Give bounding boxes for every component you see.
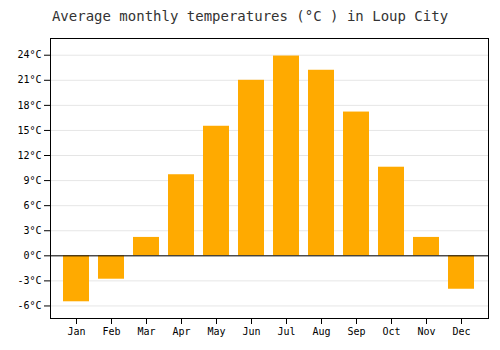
svg-text:May: May xyxy=(207,326,225,337)
svg-text:Jun: Jun xyxy=(242,326,260,337)
svg-text:Aug: Aug xyxy=(312,326,330,337)
svg-text:3°C: 3°C xyxy=(23,225,41,236)
svg-text:9°C: 9°C xyxy=(23,175,41,186)
svg-text:21°C: 21°C xyxy=(17,74,41,85)
svg-text:-6°C: -6°C xyxy=(17,300,41,311)
svg-text:Mar: Mar xyxy=(137,326,155,337)
svg-text:Oct: Oct xyxy=(382,326,400,337)
svg-text:Jan: Jan xyxy=(67,326,85,337)
svg-text:18°C: 18°C xyxy=(17,100,41,111)
svg-text:Apr: Apr xyxy=(172,326,190,337)
svg-text:6°C: 6°C xyxy=(23,200,41,211)
svg-text:Dec: Dec xyxy=(452,326,470,337)
svg-text:Jul: Jul xyxy=(277,326,295,337)
svg-text:-3°C: -3°C xyxy=(17,275,41,286)
svg-text:Feb: Feb xyxy=(102,326,120,337)
svg-text:15°C: 15°C xyxy=(17,125,41,136)
svg-text:Sep: Sep xyxy=(347,326,365,337)
svg-text:0°C: 0°C xyxy=(23,250,41,261)
svg-text:Nov: Nov xyxy=(417,326,435,337)
html-text:Average monthly temperatures (: Average monthly temperatures (°C ) in Lo… xyxy=(51,8,449,24)
svg-text:12°C: 12°C xyxy=(17,150,41,161)
svg-text:24°C: 24°C xyxy=(17,49,41,60)
